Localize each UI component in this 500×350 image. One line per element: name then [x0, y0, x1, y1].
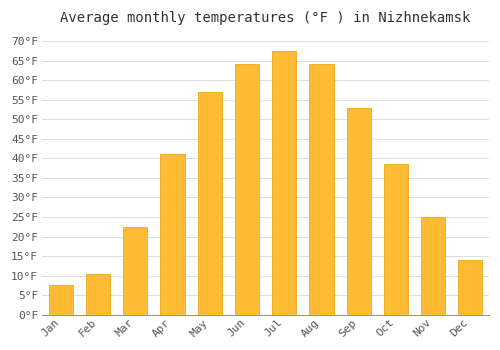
- Bar: [123, 227, 148, 315]
- Bar: [198, 92, 222, 315]
- Bar: [272, 51, 296, 315]
- Bar: [458, 260, 482, 315]
- Bar: [346, 107, 370, 315]
- Bar: [235, 64, 259, 315]
- Title: Average monthly temperatures (°F ) in Nizhnekamsk: Average monthly temperatures (°F ) in Ni…: [60, 11, 471, 25]
- Bar: [49, 285, 73, 315]
- Bar: [421, 217, 445, 315]
- Bar: [160, 154, 184, 315]
- Bar: [310, 64, 334, 315]
- Bar: [86, 274, 110, 315]
- Bar: [384, 164, 408, 315]
